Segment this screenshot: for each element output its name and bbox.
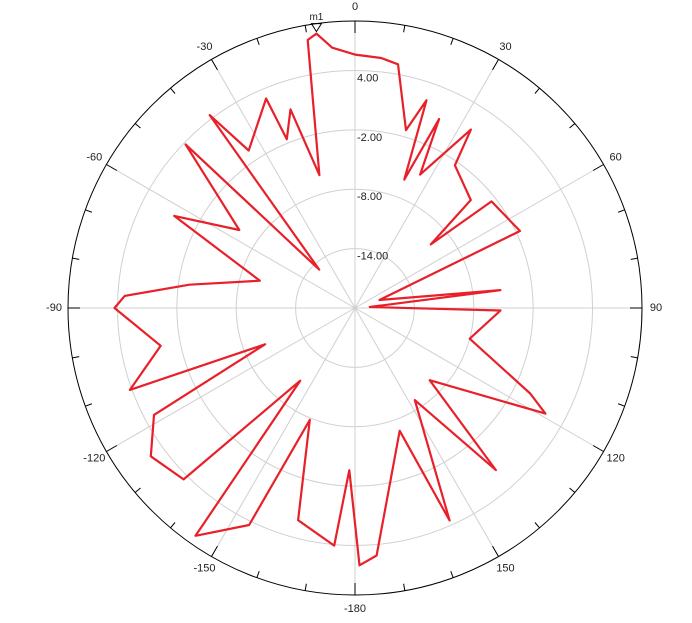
r-grid-circle <box>176 129 534 487</box>
theta-minor-tick <box>304 583 307 591</box>
theta-minor-tick <box>403 25 406 33</box>
theta-minor-tick <box>450 38 454 46</box>
theta-minor-tick <box>134 123 141 129</box>
theta-tick-label: -90 <box>46 302 62 314</box>
theta-tick <box>106 164 118 171</box>
radial-grid-line <box>106 307 356 452</box>
marker-label: m1 <box>309 12 323 23</box>
r-tick-label: 4.00 <box>357 72 378 84</box>
theta-tick <box>492 545 499 557</box>
theta-tick-label: 60 <box>610 151 622 163</box>
theta-tick-label: -150 <box>193 563 215 575</box>
theta-minor-tick <box>304 25 307 33</box>
theta-minor-tick <box>569 123 576 129</box>
theta-minor-tick <box>170 522 176 529</box>
theta-minor-tick <box>450 570 454 578</box>
theta-minor-tick <box>72 356 80 359</box>
radial-grid-line <box>354 307 499 557</box>
theta-tick-label: -120 <box>83 452 105 464</box>
radial-grid-line <box>354 307 604 452</box>
theta-tick <box>492 59 499 71</box>
theta-minor-tick <box>72 257 80 260</box>
theta-minor-tick <box>85 403 93 407</box>
theta-tick-label: 0 <box>352 1 358 13</box>
theta-minor-tick <box>569 487 576 493</box>
outer-circle <box>67 20 643 596</box>
theta-tick-label: 30 <box>499 41 511 53</box>
theta-tick-label: -60 <box>86 151 102 163</box>
r-grid-circle <box>116 69 594 547</box>
theta-tick-label: 120 <box>606 452 624 464</box>
theta-tick <box>211 59 218 71</box>
theta-tick <box>211 545 218 557</box>
r-tick-label: -8.00 <box>357 191 382 203</box>
theta-minor-tick <box>617 209 625 213</box>
trace <box>113 32 547 567</box>
theta-minor-tick <box>617 403 625 407</box>
theta-minor-tick <box>534 522 540 529</box>
theta-minor-tick <box>534 87 540 94</box>
radial-grid-line <box>354 164 604 309</box>
theta-tick-label: -180 <box>344 603 366 615</box>
theta-minor-tick <box>134 487 141 493</box>
radial-grid-line <box>354 59 499 309</box>
radial-grid-line <box>211 59 356 309</box>
theta-tick-label: 90 <box>650 302 662 314</box>
theta-tick <box>106 445 118 452</box>
theta-minor-tick <box>256 38 260 46</box>
theta-minor-tick <box>630 356 638 359</box>
r-tick-label: -14.00 <box>357 251 388 263</box>
theta-minor-tick <box>403 583 406 591</box>
marker <box>310 23 323 33</box>
theta-minor-tick <box>170 87 176 94</box>
r-tick-label: -2.00 <box>357 132 382 144</box>
theta-tick-label: 150 <box>496 563 514 575</box>
theta-tick-label: -30 <box>197 41 213 53</box>
theta-tick <box>592 445 604 452</box>
radial-grid-line <box>106 164 356 309</box>
theta-tick <box>592 164 604 171</box>
theta-minor-tick <box>630 257 638 260</box>
r-grid-circle <box>235 188 475 428</box>
theta-minor-tick <box>85 209 93 213</box>
radial-grid-line <box>211 307 356 557</box>
theta-minor-tick <box>256 570 260 578</box>
